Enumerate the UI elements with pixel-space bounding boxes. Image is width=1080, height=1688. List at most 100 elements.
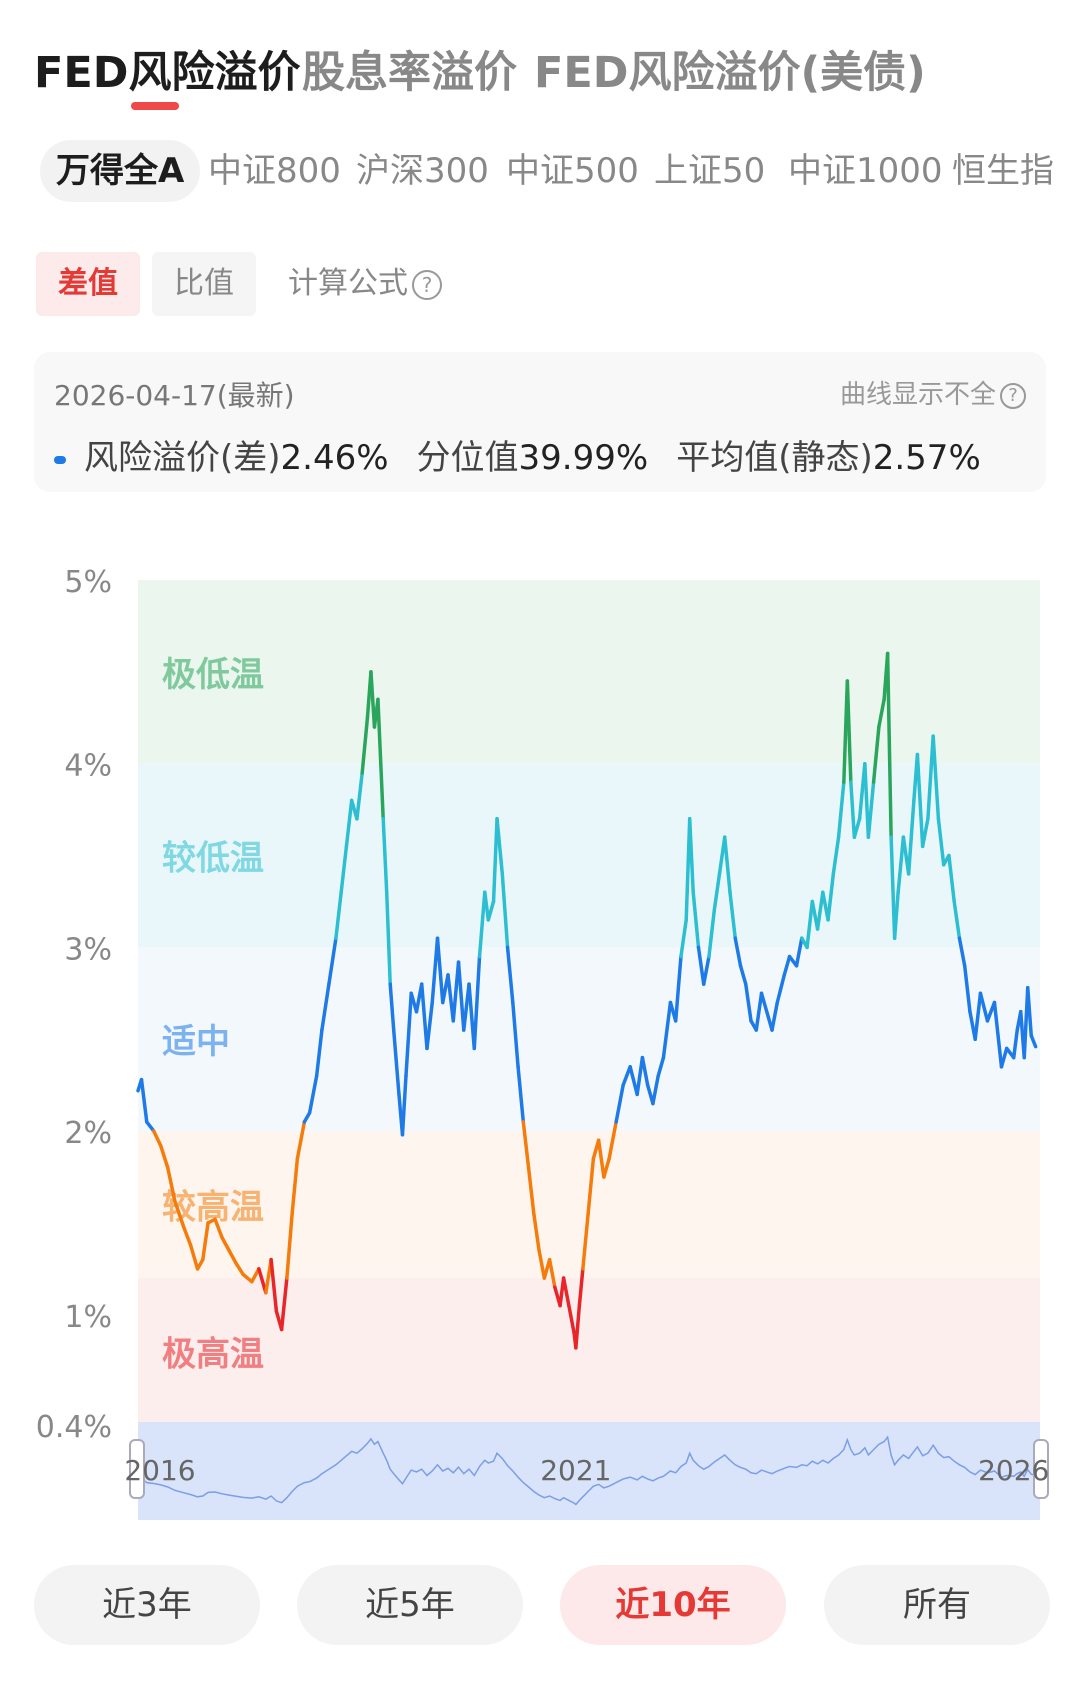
series-line-segment xyxy=(978,991,990,1023)
mode-ratio-button[interactable]: 比值 xyxy=(152,252,256,316)
zone-label: 适中 xyxy=(162,1022,230,1062)
series-line-segment xyxy=(815,890,825,931)
series-line-segment xyxy=(360,716,370,775)
index-tab-csi800[interactable]: 中证800 xyxy=(208,151,341,191)
series-line-segment xyxy=(537,1248,547,1280)
info-values: 风险溢价(差)2.46% 分位值39.99% 平均值(静态)2.57% xyxy=(54,430,1009,479)
navigator-left-handle[interactable] xyxy=(129,1439,145,1499)
y-tick-label: 1% xyxy=(64,1300,112,1335)
index-tab-csi1000[interactable]: 中证1000 xyxy=(788,151,943,191)
series-line-segment xyxy=(621,1065,632,1087)
index-tab-csi300[interactable]: 沪深300 xyxy=(356,151,489,191)
series-line-segment xyxy=(400,1074,408,1137)
zone-band-4 xyxy=(138,1278,1040,1425)
y-tick-label: 4% xyxy=(64,749,112,784)
index-tab-csi500[interactable]: 中证500 xyxy=(506,151,639,191)
series-line-segment xyxy=(805,899,815,950)
index-selector: 万得全A 中证800 沪深300 中证500 上证50 中证1000 恒生指 xyxy=(40,140,1080,204)
series-line-segment xyxy=(849,780,857,839)
help-icon: ? xyxy=(1000,382,1026,409)
period-5y-button[interactable]: 近5年 xyxy=(297,1565,523,1645)
series-line-segment xyxy=(754,991,764,1032)
series-line-segment xyxy=(1029,1033,1038,1049)
series-line-segment xyxy=(257,1267,268,1295)
navigator-band[interactable] xyxy=(138,1422,1040,1520)
series-line-segment xyxy=(836,780,846,839)
series-line-segment xyxy=(1025,986,1033,1038)
series-line-segment xyxy=(456,960,466,1032)
tab-fed-risk-premium[interactable]: FED风险溢价 xyxy=(34,48,301,98)
curve-warning-link[interactable]: 曲线显示不全? xyxy=(840,374,1026,411)
series-line-segment xyxy=(491,817,499,904)
mode-diff-button[interactable]: 差值 xyxy=(36,252,140,316)
percentile-label: 分位值 xyxy=(416,438,519,478)
zone-band-2 xyxy=(138,947,1040,1132)
series-line-segment xyxy=(962,964,972,1014)
series-line-segment xyxy=(500,872,510,950)
series-line-segment xyxy=(201,1221,210,1262)
series-line-segment xyxy=(775,973,787,1005)
average-value: 2.57% xyxy=(872,438,981,478)
series-line-segment xyxy=(952,899,962,940)
series-line-segment xyxy=(770,1000,780,1032)
series-line-segment xyxy=(947,853,956,904)
tab-dividend-premium[interactable]: 股息率溢价 xyxy=(302,48,517,98)
series-line-segment xyxy=(404,991,413,1078)
series-line-segment xyxy=(889,835,897,940)
navigator-line xyxy=(137,1435,1036,1506)
series-line-segment xyxy=(602,1156,611,1179)
series-line-segment xyxy=(852,817,862,839)
zone-band-0 xyxy=(138,580,1040,764)
navigator-tick-label: 2016 xyxy=(124,1454,195,1487)
series-line-segment xyxy=(826,872,836,922)
chart-area: 5% 4% 3% 2% 1% 0.4% 极低温 较低温 适中 较高温 极高温 2016 2021 2026 xyxy=(0,560,1080,1520)
series-line-segment xyxy=(679,918,688,959)
series-line-segment xyxy=(845,679,853,784)
index-tab-sse50[interactable]: 上证50 xyxy=(654,151,766,191)
zone-label: 极高温 xyxy=(162,1335,264,1375)
series-line-segment xyxy=(866,780,876,839)
series-line-segment xyxy=(344,798,354,849)
period-10y-button[interactable]: 近10年 xyxy=(560,1565,786,1645)
series-line-segment xyxy=(181,1224,193,1247)
series-line-segment xyxy=(794,936,804,968)
series-line-segment xyxy=(314,1028,324,1078)
index-tab-hang-seng[interactable]: 恒生指 xyxy=(952,151,1054,191)
series-line-segment xyxy=(505,945,515,1005)
period-selector: 近3年 近5年 近10年 所有 xyxy=(34,1565,1054,1645)
series-line-segment xyxy=(188,1243,200,1271)
active-tab-indicator xyxy=(131,102,179,110)
series-line-segment xyxy=(526,1166,536,1216)
percentile-value: 39.99% xyxy=(518,438,649,478)
navigator-right-handle[interactable] xyxy=(1033,1439,1049,1499)
series-line-segment xyxy=(327,936,338,986)
series-line-segment xyxy=(302,1110,312,1124)
series-line-segment xyxy=(673,954,683,1023)
series-line-segment xyxy=(516,1065,526,1124)
series-line-segment xyxy=(744,982,753,1023)
series-line-segment xyxy=(561,1276,571,1308)
series-line-segment xyxy=(687,817,695,895)
series-line-segment xyxy=(532,1212,541,1253)
series-line-segment xyxy=(269,1257,279,1313)
series-line-segment xyxy=(376,697,385,821)
series-line-segment xyxy=(931,734,941,821)
series-line-segment xyxy=(495,817,505,876)
series-line-segment xyxy=(567,1303,576,1335)
y-tick-label: 0.4% xyxy=(36,1410,112,1445)
series-line-segment xyxy=(640,1055,650,1087)
series-line-segment xyxy=(279,1276,289,1332)
tab-fed-risk-premium-ust[interactable]: FED风险溢价(美债) xyxy=(534,48,926,98)
series-line-segment xyxy=(696,945,706,986)
series-line-segment xyxy=(871,725,881,784)
series-line-segment xyxy=(915,752,925,849)
series-line-segment xyxy=(614,1083,625,1124)
period-all-button[interactable]: 所有 xyxy=(824,1565,1050,1645)
index-tab-wind-all-a[interactable]: 万得全A xyxy=(40,140,201,202)
period-3y-button[interactable]: 近3年 xyxy=(34,1565,260,1645)
series-line-segment xyxy=(486,899,496,922)
series-line-segment xyxy=(241,1272,254,1284)
series-line-segment xyxy=(159,1144,170,1170)
formula-link[interactable]: 计算公式? xyxy=(288,252,442,316)
